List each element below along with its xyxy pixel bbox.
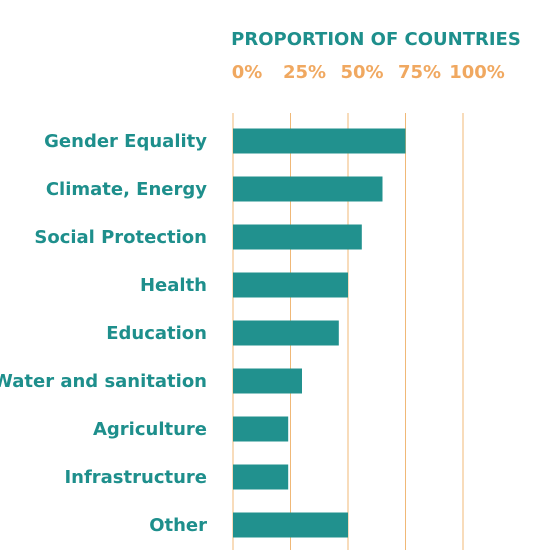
bar [233, 128, 406, 154]
category-label: Other [149, 515, 207, 536]
category-label: Gender Equality [44, 131, 207, 152]
x-tick-label: 50% [340, 62, 383, 83]
x-tick-label: 75% [398, 62, 441, 83]
category-label: Health [140, 275, 207, 296]
axis-title: PROPORTION OF COUNTRIES [231, 29, 521, 50]
category-labels: Gender Equality Climate, Energy Social Pro… [0, 131, 207, 536]
bar [233, 272, 348, 298]
x-axis-ticks: 0% 25% 50% 75% 100% [232, 62, 505, 83]
bar [233, 320, 339, 346]
bar [233, 368, 302, 394]
category-label: Education [106, 323, 207, 344]
bar [233, 416, 289, 442]
category-label: Agriculture [93, 419, 207, 440]
category-label: Water and sanitation [0, 371, 207, 392]
category-label: Climate, Energy [46, 179, 207, 200]
x-tick-label: 25% [283, 62, 326, 83]
x-tick-label: 100% [449, 62, 505, 83]
bar [233, 512, 348, 538]
bars [233, 128, 406, 538]
bar [233, 176, 383, 202]
bar [233, 224, 362, 250]
bar [233, 464, 289, 490]
category-label: Infrastructure [64, 467, 207, 488]
x-tick-label: 0% [232, 62, 263, 83]
category-label: Social Protection [34, 227, 207, 248]
